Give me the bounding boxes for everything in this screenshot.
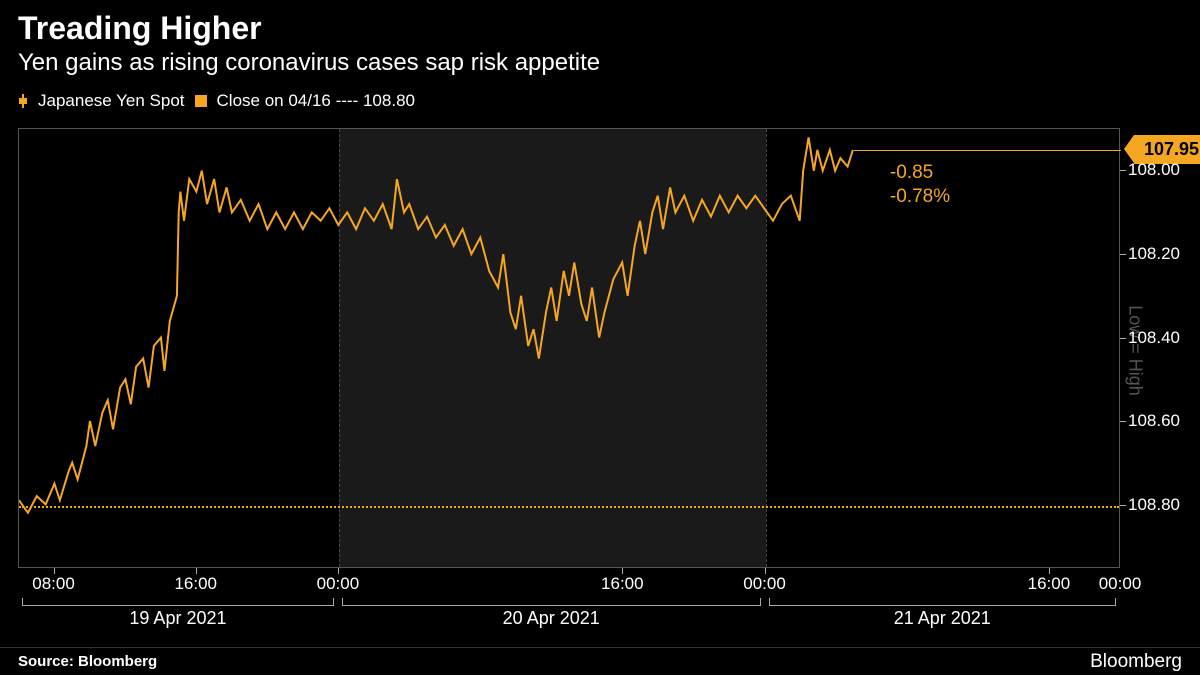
legend-series-label: Japanese Yen Spot <box>38 91 185 111</box>
date-bracket <box>769 598 1116 606</box>
low-high-hint: Low = High <box>1125 291 1146 411</box>
chart-subtitle: Yen gains as rising coronavirus cases sa… <box>18 49 1182 77</box>
close-marker-icon <box>195 95 207 107</box>
y-tick-label: 108.40 <box>1128 328 1180 348</box>
y-tick-label: 108.20 <box>1128 244 1180 264</box>
chart-title: Treading Higher <box>18 10 1182 47</box>
x-tick-label: 16:00 <box>174 574 217 594</box>
y-tick-label: 108.60 <box>1128 411 1180 431</box>
chart-footer: Source: Bloomberg Bloomberg <box>0 647 1200 675</box>
delta-percent: -0.78% <box>890 186 950 208</box>
date-group-label: 21 Apr 2021 <box>894 608 991 629</box>
x-tick-label: 16:00 <box>601 574 644 594</box>
date-group-label: 19 Apr 2021 <box>129 608 226 629</box>
legend-close-label: Close on 04/16 ---- 108.80 <box>217 91 415 111</box>
y-tick-mark <box>1120 338 1126 339</box>
x-axis: 08:0016:0000:0016:0000:0016:0000:0019 Ap… <box>18 568 1120 638</box>
y-tick-label: 108.00 <box>1128 160 1180 180</box>
y-tick-mark <box>1120 254 1126 255</box>
y-tick-mark <box>1120 421 1126 422</box>
price-line-svg <box>19 129 1119 567</box>
brand-label: Bloomberg <box>1090 651 1182 673</box>
y-tick-mark <box>1120 170 1126 171</box>
y-tick-label: 108.80 <box>1128 495 1180 515</box>
date-group-label: 20 Apr 2021 <box>503 608 600 629</box>
delta-absolute: -0.85 <box>890 162 933 184</box>
source-label: Source: Bloomberg <box>18 653 157 670</box>
series-marker-icon <box>18 94 28 108</box>
y-tick-mark <box>1120 505 1126 506</box>
chart-plot-area: -0.85-0.78% <box>18 128 1120 568</box>
chart-legend: Japanese Yen Spot Close on 04/16 ---- 10… <box>0 83 1200 115</box>
date-bracket <box>22 598 334 606</box>
date-bracket <box>342 598 761 606</box>
x-tick-label: 00:00 <box>743 574 786 594</box>
x-tick-label: 16:00 <box>1028 574 1071 594</box>
x-tick-label: 00:00 <box>1099 574 1142 594</box>
x-tick-label: 08:00 <box>32 574 75 594</box>
chart-header: Treading Higher Yen gains as rising coro… <box>0 0 1200 83</box>
current-price-line <box>854 150 1121 151</box>
x-tick-label: 00:00 <box>317 574 360 594</box>
price-series-line <box>19 137 853 512</box>
